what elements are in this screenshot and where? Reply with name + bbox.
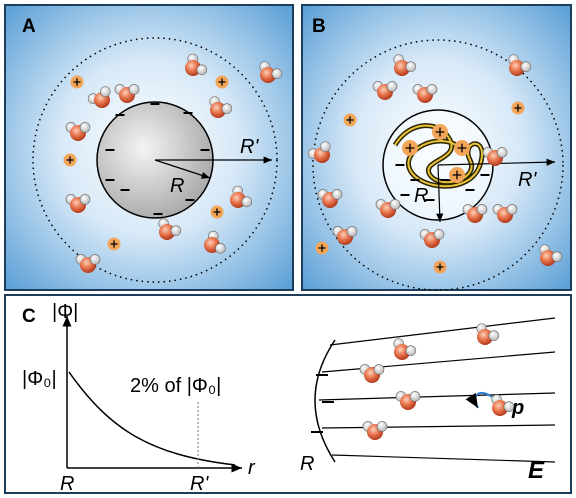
hydrogen xyxy=(242,197,252,207)
label: R' xyxy=(518,169,537,191)
hydrogen xyxy=(489,331,499,341)
figure: A R' R B R R' C |Φ| |Φ₀| 2% of |Φ₀| R R'… xyxy=(0,0,576,498)
axis-label: R' xyxy=(190,473,209,495)
hydrogen xyxy=(222,104,232,114)
label: R xyxy=(170,175,184,197)
hydrogen xyxy=(215,243,225,253)
hydrogen xyxy=(320,142,330,152)
panel-label: C xyxy=(22,306,36,327)
hydrogen xyxy=(477,204,487,214)
cation xyxy=(454,140,470,156)
hydrogen xyxy=(427,84,437,94)
hydrogen xyxy=(377,421,387,431)
hydrogen xyxy=(552,252,562,262)
cation xyxy=(449,167,465,183)
label: E xyxy=(528,457,545,484)
hydrogen xyxy=(390,199,400,209)
hydrogen xyxy=(272,69,282,79)
label: R' xyxy=(240,136,259,158)
hydrogen xyxy=(332,189,342,199)
axis-label: |Φ| xyxy=(52,301,78,323)
hydrogen xyxy=(497,147,507,157)
cation xyxy=(71,76,84,89)
hydrogen xyxy=(406,346,416,356)
label: 2% of |Φ₀| xyxy=(130,375,221,397)
hydrogen xyxy=(521,62,531,72)
hydrogen xyxy=(406,62,416,72)
hydrogen xyxy=(129,84,139,94)
label: R xyxy=(300,453,314,475)
hydrogen xyxy=(197,65,207,75)
hydrogen xyxy=(387,81,397,91)
cation xyxy=(344,114,357,127)
cation xyxy=(434,261,447,274)
panel-label: A xyxy=(22,16,36,37)
cation xyxy=(432,124,448,140)
hydrogen xyxy=(100,87,110,97)
hydrogen xyxy=(347,226,357,236)
hydrogen xyxy=(374,364,384,374)
cation xyxy=(402,140,418,156)
label: R xyxy=(414,185,428,207)
cation xyxy=(108,238,121,251)
label: |Φ₀| xyxy=(22,368,57,390)
hydrogen xyxy=(504,402,514,412)
hydrogen xyxy=(410,391,420,401)
hydrogen xyxy=(171,226,181,236)
cation xyxy=(64,154,77,167)
axis-label: R xyxy=(60,473,74,495)
cation xyxy=(316,242,329,255)
cation xyxy=(512,102,525,115)
hydrogen xyxy=(80,122,90,132)
hydrogen xyxy=(80,194,90,204)
cation xyxy=(216,76,229,89)
cation xyxy=(211,206,224,219)
hydrogen xyxy=(507,204,517,214)
panel-label: B xyxy=(312,16,326,37)
hydrogen xyxy=(90,254,100,264)
hydrogen xyxy=(434,229,444,239)
